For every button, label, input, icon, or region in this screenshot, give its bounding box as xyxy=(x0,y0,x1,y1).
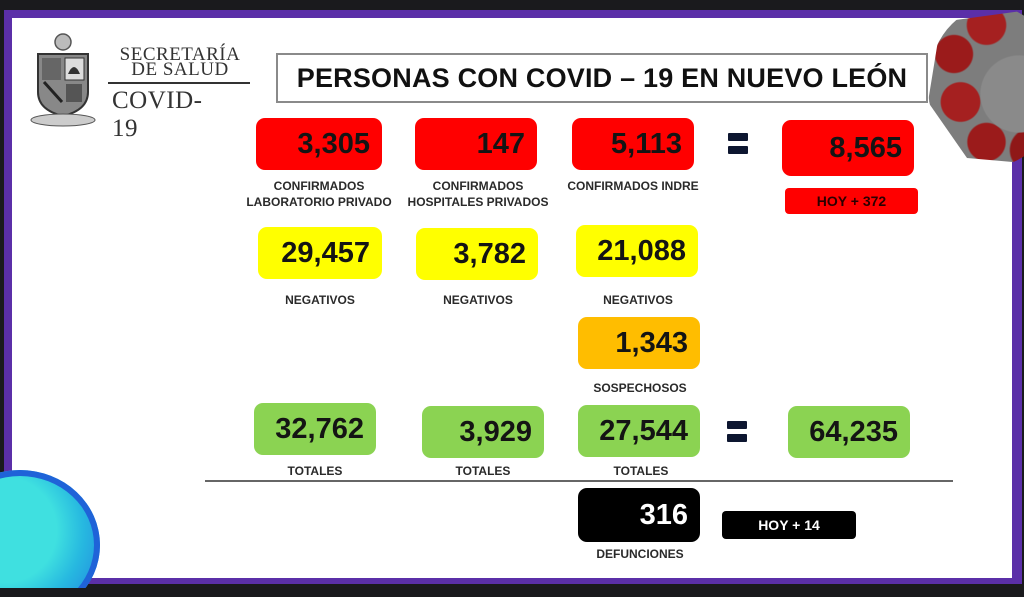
label-line-1: CONFIRMADOS xyxy=(432,179,524,193)
totales-indre-label: TOTALES xyxy=(613,464,669,478)
negativos-indre-label: NEGATIVOS xyxy=(603,293,673,307)
defunciones-value: 316 xyxy=(578,488,700,542)
sospechosos-value: 1,343 xyxy=(578,317,700,369)
logo-line-1: SECRETARÍA xyxy=(119,44,241,65)
bottom-border xyxy=(0,588,1024,597)
confirmados-hospitales-privados-label: CONFIRMADOS HOSPITALES PRIVADOS xyxy=(400,178,556,210)
totales-hospitales-privados-label: TOTALES xyxy=(455,464,511,478)
equals-icon xyxy=(727,421,747,443)
label-line-1: CONFIRMADOS xyxy=(273,179,365,193)
defunciones-hoy-badge: HOY + 14 xyxy=(722,511,856,539)
covid-19-logo-text: COVID-19 xyxy=(112,87,203,142)
confirmados-indre-label: CONFIRMADOS INDRE xyxy=(567,179,699,193)
confirmados-indre-value: 5,113 xyxy=(572,118,694,170)
confirmados-total-value: 8,565 xyxy=(782,120,914,176)
section-divider xyxy=(205,480,953,482)
totales-laboratorio-privado-label: TOTALES xyxy=(287,464,343,478)
confirmados-laboratorio-privado-value: 3,305 xyxy=(256,118,382,170)
confirmados-laboratorio-privado-label: CONFIRMADOS LABORATORIO PRIVADO xyxy=(236,178,402,210)
defunciones-label: DEFUNCIONES xyxy=(596,547,684,561)
logo-line-2: DE SALUD xyxy=(131,59,229,80)
logo-divider xyxy=(108,82,250,84)
confirmados-hospitales-privados-value: 147 xyxy=(415,118,537,170)
negativos-laboratorio-privado-label: NEGATIVOS xyxy=(285,293,355,307)
gran-total-value: 64,235 xyxy=(788,406,910,458)
title-box: PERSONAS CON COVID – 19 EN NUEVO LEÓN xyxy=(276,53,928,103)
negativos-indre-value: 21,088 xyxy=(576,225,698,277)
confirmados-hoy-badge: HOY + 372 xyxy=(785,188,918,214)
equals-icon xyxy=(728,133,748,155)
secretaria-de-salud-text: SECRETARÍA DE SALUD xyxy=(110,44,250,80)
label-line-2: HOSPITALES PRIVADOS xyxy=(407,195,549,209)
sospechosos-label: SOSPECHOSOS xyxy=(593,381,687,395)
negativos-hospitales-privados-label: NEGATIVOS xyxy=(443,293,513,307)
negativos-hospitales-privados-value: 3,782 xyxy=(416,228,538,280)
state-coat-of-arms-icon xyxy=(30,33,96,127)
totales-indre-value: 27,544 xyxy=(578,405,700,457)
totales-laboratorio-privado-value: 32,762 xyxy=(254,403,376,455)
infographic-slide xyxy=(12,18,1012,578)
label-line-2: LABORATORIO PRIVADO xyxy=(246,195,392,209)
page-title: PERSONAS CON COVID – 19 EN NUEVO LEÓN xyxy=(296,62,908,93)
negativos-laboratorio-privado-value: 29,457 xyxy=(258,227,382,279)
totales-hospitales-privados-value: 3,929 xyxy=(422,406,544,458)
